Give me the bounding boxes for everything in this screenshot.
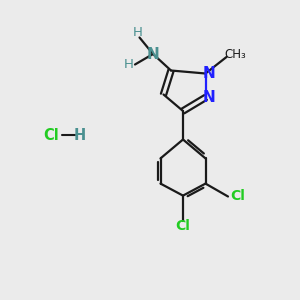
Text: Cl: Cl bbox=[230, 190, 245, 203]
Text: H: H bbox=[124, 58, 134, 71]
Text: Cl: Cl bbox=[176, 220, 190, 233]
Text: N: N bbox=[203, 90, 215, 105]
Text: N: N bbox=[147, 46, 159, 62]
Text: H: H bbox=[74, 128, 86, 142]
Text: CH₃: CH₃ bbox=[224, 48, 246, 61]
Text: N: N bbox=[203, 66, 215, 81]
Text: H: H bbox=[133, 26, 143, 40]
Text: Cl: Cl bbox=[43, 128, 59, 142]
